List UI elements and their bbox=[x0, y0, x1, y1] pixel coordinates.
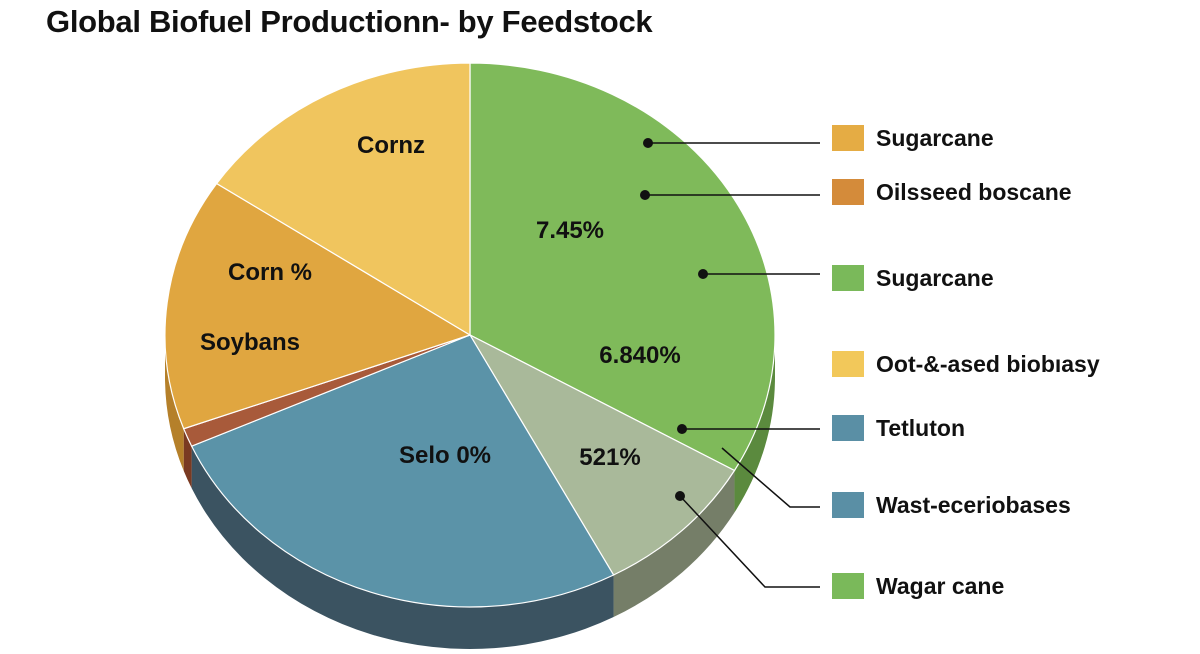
pie-slice[interactable] bbox=[190, 334, 615, 608]
slice-label: 521% bbox=[579, 444, 640, 471]
legend-item: Tetluton bbox=[832, 415, 965, 441]
slice-label: Cornz bbox=[357, 132, 425, 159]
legend-label: Tetluton bbox=[876, 415, 965, 441]
legend-label: Oilsseed boscane bbox=[876, 179, 1072, 205]
pie-slice[interactable] bbox=[469, 62, 776, 472]
legend-swatch bbox=[832, 492, 864, 518]
legend-label: Sugarcane bbox=[876, 125, 994, 151]
legend-item: Wagar cane bbox=[832, 573, 1004, 599]
pie-slice[interactable] bbox=[164, 182, 472, 430]
legend-item: Sugarcane bbox=[832, 265, 994, 291]
leader-dot bbox=[698, 269, 708, 279]
legend-swatch bbox=[832, 125, 864, 151]
pie-slice-side bbox=[613, 470, 735, 617]
pie-slice-side bbox=[191, 446, 614, 649]
leader-dot bbox=[643, 138, 653, 148]
chart-title: Global Biofuel Productionn- by Feedstock bbox=[46, 4, 653, 39]
slice-label: 7.45% bbox=[536, 217, 604, 244]
legend-label: Wagar cane bbox=[876, 573, 1004, 599]
slice-label: Selo 0% bbox=[399, 442, 491, 469]
legend-swatch bbox=[832, 351, 864, 377]
slice-label: 6.840% bbox=[599, 342, 680, 369]
leader-line bbox=[679, 495, 820, 588]
pie-slice-side bbox=[183, 428, 192, 489]
pie-slice[interactable] bbox=[468, 333, 736, 576]
slice-label: Soybans bbox=[200, 329, 300, 356]
slice-label: Corn % bbox=[228, 259, 312, 286]
legend-swatch bbox=[832, 265, 864, 291]
legend-item: Wast-eceriobases bbox=[832, 492, 1071, 518]
legend-swatch bbox=[832, 573, 864, 599]
legend-swatch bbox=[832, 179, 864, 205]
leader-dot bbox=[677, 424, 687, 434]
leader-line bbox=[721, 447, 820, 508]
legend-item: Oot-&-ased biobıasy bbox=[832, 351, 1100, 377]
legend-swatch bbox=[832, 415, 864, 441]
leader-dot bbox=[640, 190, 650, 200]
legend-item: Sugarcane bbox=[832, 125, 994, 151]
legend-item: Oilsseed boscane bbox=[832, 179, 1072, 205]
pie-slice[interactable] bbox=[215, 62, 471, 337]
legend-label: Sugarcane bbox=[876, 265, 994, 291]
legend-label: Wast-eceriobases bbox=[876, 492, 1071, 518]
legend-label: Oot-&-ased biobıasy bbox=[876, 351, 1100, 377]
leader-dot bbox=[675, 491, 685, 501]
